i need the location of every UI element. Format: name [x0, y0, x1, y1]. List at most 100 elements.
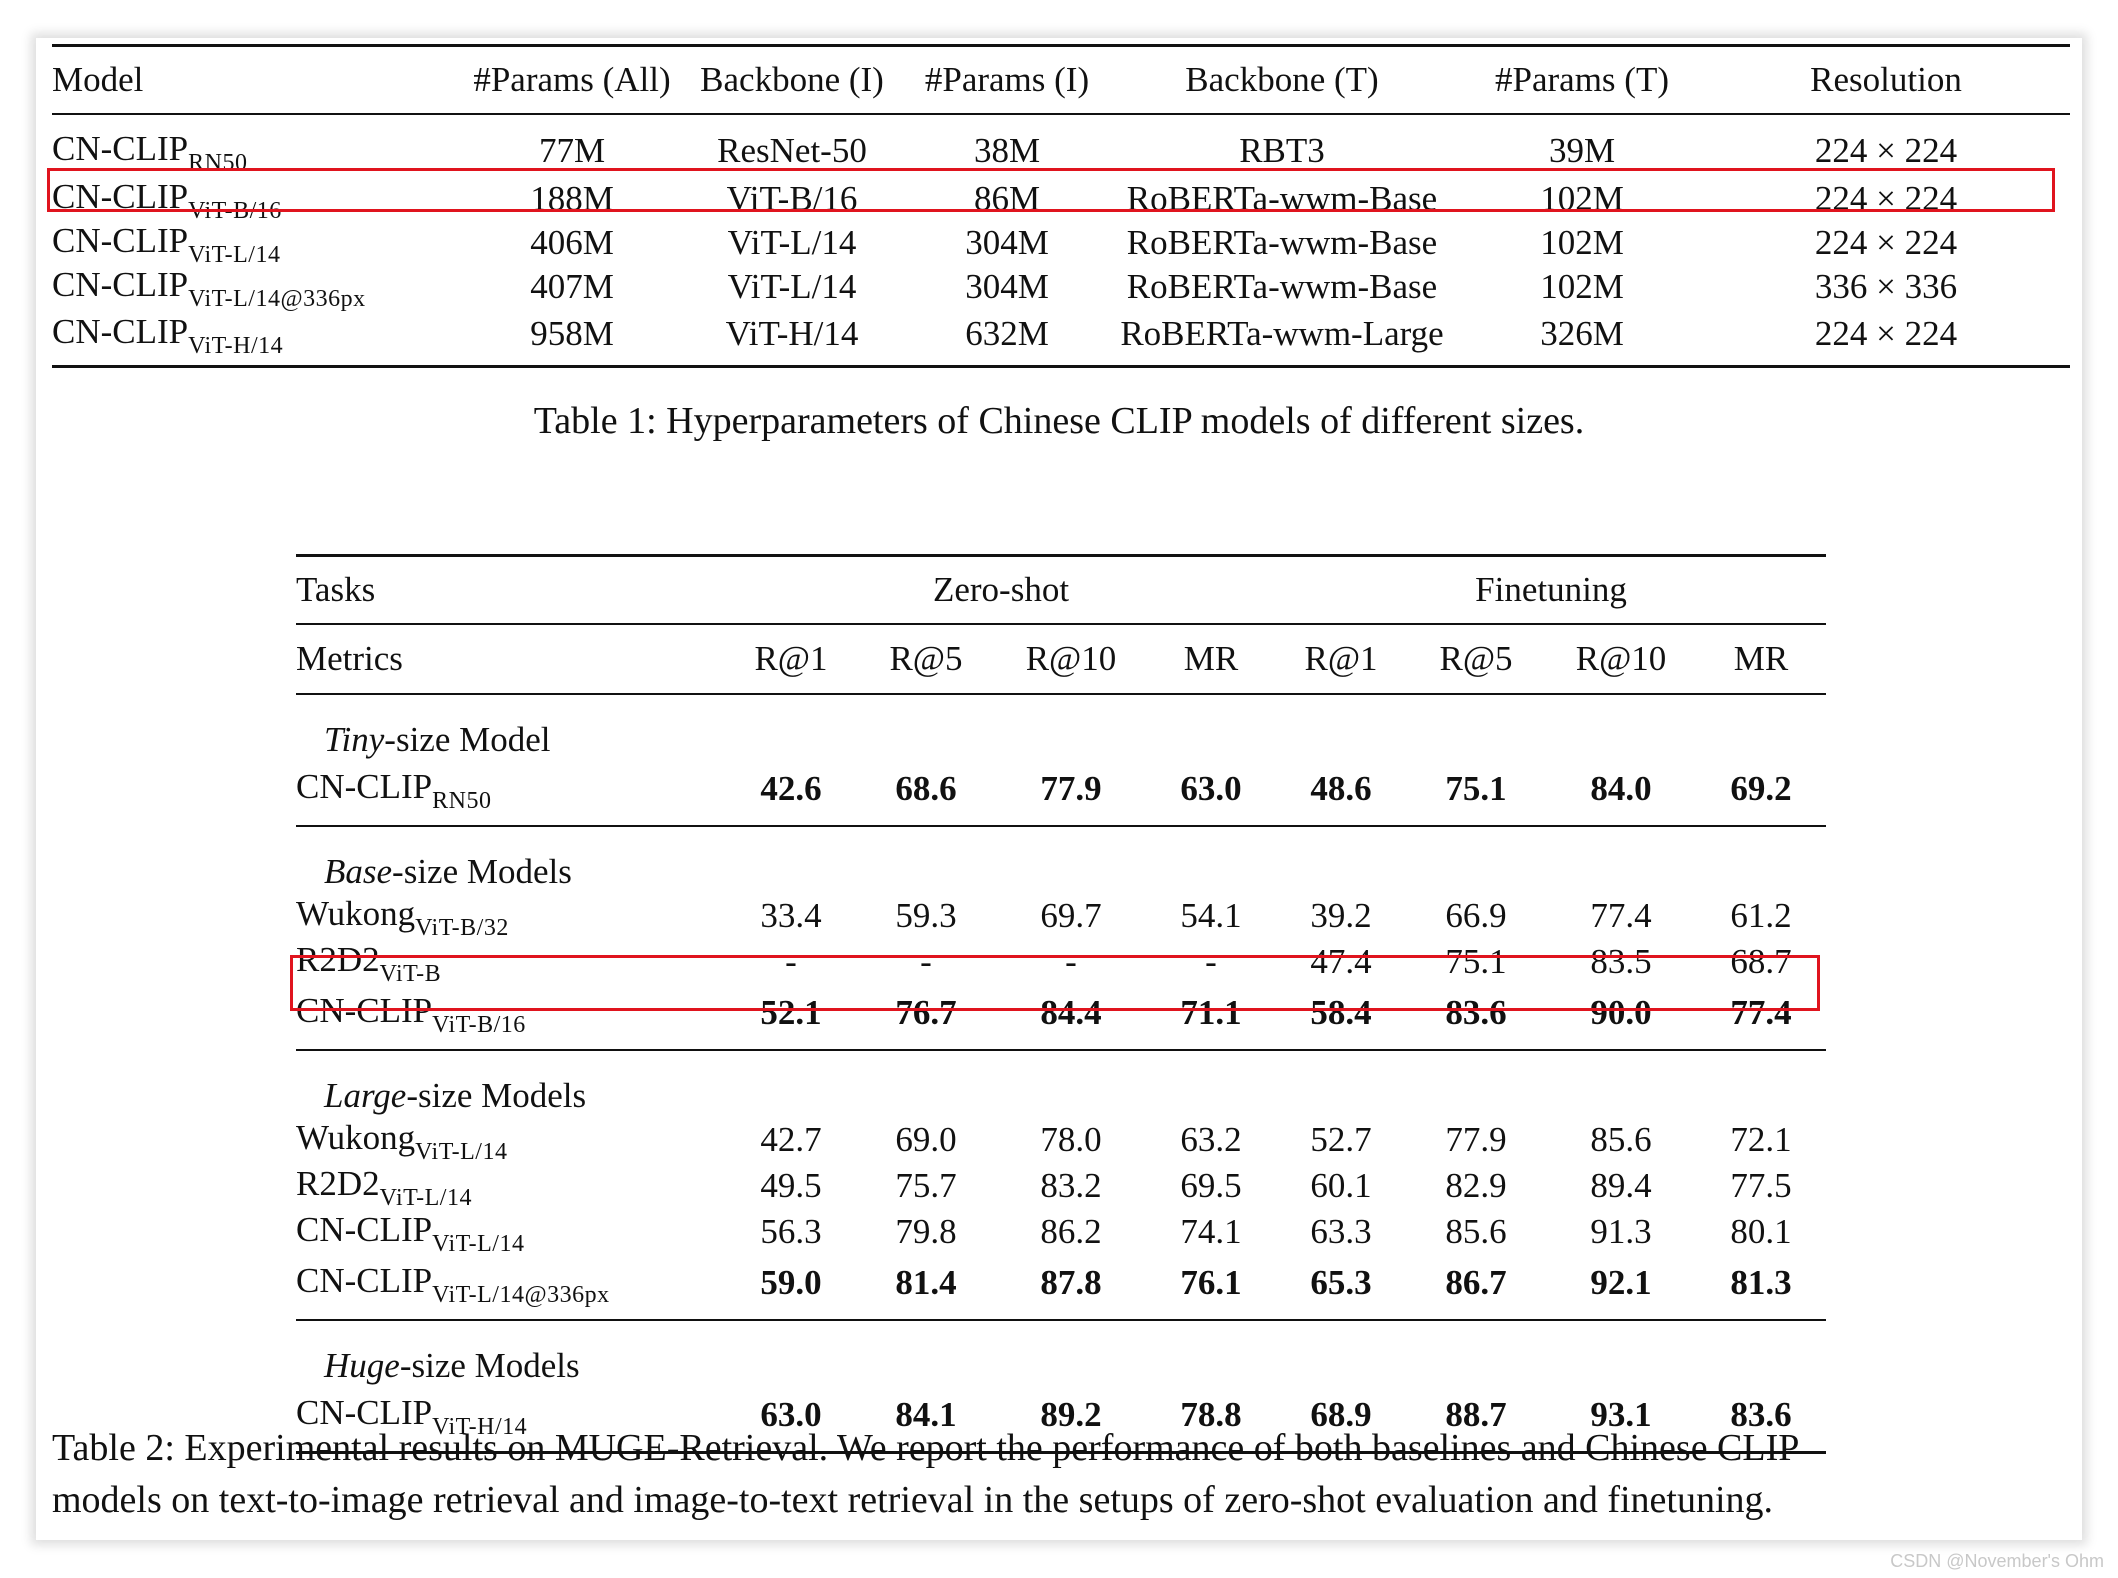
column-header: #Params (T) — [1462, 44, 1702, 115]
table-cell: 224 × 224 — [1702, 309, 2070, 368]
column-header: #Params (I) — [912, 44, 1102, 115]
table-cell: 93.1 — [1546, 1387, 1697, 1454]
metric-header: MR — [1696, 623, 1827, 695]
table-cell: 63.3 — [1310, 1212, 1372, 1251]
table-cell: 66.9 — [1445, 896, 1507, 935]
table-cell: RoBERTa-wwm-Base — [1126, 223, 1438, 262]
table-cell: 60.1 — [1310, 1166, 1372, 1205]
table-cell: 68.9 — [1276, 1387, 1407, 1454]
model-name-cell: WukongViT-B/32 — [296, 894, 509, 941]
table-cell: 83.5 — [1590, 942, 1652, 981]
table-cell: RoBERTa-wwm-Large — [1102, 309, 1462, 368]
table-cell: 75.1 — [1406, 761, 1547, 827]
table-row: R2D2ViT-B - - - - 47.4 75.1 83.5 68.7 — [296, 939, 1826, 987]
table-cell: 59.0 — [726, 1255, 856, 1321]
group-label-large: Large-size Models — [324, 1076, 587, 1115]
table-cell: 188M — [530, 179, 614, 218]
table-cell: 90.0 — [1546, 985, 1697, 1051]
table-cell: 80.1 — [1730, 1212, 1792, 1251]
group-label-tiny: Tiny-size Model — [324, 720, 551, 759]
table-cell: 42.6 — [726, 761, 856, 827]
table-cell: 76.7 — [856, 985, 996, 1051]
table-cell: 85.6 — [1445, 1212, 1507, 1251]
table-cell: RoBERTa-wwm-Base — [1126, 267, 1438, 306]
table-cell: 83.2 — [1040, 1166, 1102, 1205]
table-cell: 81.3 — [1696, 1255, 1827, 1321]
table-cell: 632M — [912, 309, 1102, 368]
table-row: CN-CLIPViT-B/16 52.1 76.7 84.4 71.1 58.4… — [296, 985, 1827, 1051]
table-cell: 88.7 — [1406, 1387, 1547, 1454]
table-cell: 75.7 — [895, 1166, 957, 1205]
metric-header: R@1 — [726, 623, 856, 695]
watermark: CSDN @November's Ohm — [1890, 1551, 2104, 1571]
table-cell: 56.3 — [760, 1212, 822, 1251]
table-row: WukongViT-B/32 33.4 59.3 69.7 54.1 39.2 … — [296, 893, 1826, 941]
column-header: #Params (All) — [472, 44, 672, 115]
tasks-label: Tasks — [296, 554, 726, 624]
model-name-cell: CN-CLIPViT-L/14@336px — [52, 265, 366, 312]
table-cell: 102M — [1540, 179, 1624, 218]
table-row: WukongViT-L/14 42.7 69.0 78.0 63.2 52.7 … — [296, 1117, 1826, 1165]
model-name-cell: CN-CLIPRN50 — [52, 129, 248, 176]
column-header: Model — [52, 44, 472, 115]
table-cell: RBT3 — [1239, 131, 1325, 170]
table-cell: 65.3 — [1276, 1255, 1407, 1321]
model-name-cell: CN-CLIPRN50 — [296, 761, 726, 827]
table-cell: 72.1 — [1730, 1120, 1792, 1159]
column-header: Resolution — [1702, 44, 2070, 115]
table-row: CN-CLIPViT-L/14 56.3 79.8 86.2 74.1 63.3… — [296, 1209, 1826, 1257]
table-row: CN-CLIPViT-L/14@336px 407M ViT-L/14 304M… — [52, 265, 2070, 312]
table-cell: 54.1 — [1180, 896, 1242, 935]
zero-shot-header: Zero-shot — [726, 554, 1277, 624]
table-row: CN-CLIPRN50 42.6 68.6 77.9 63.0 48.6 75.… — [296, 761, 1827, 827]
group-label-huge: Huge-size Models — [324, 1346, 580, 1385]
table-cell: 52.1 — [726, 985, 856, 1051]
table-cell: 85.6 — [1590, 1120, 1652, 1159]
table-cell: 82.9 — [1445, 1166, 1507, 1205]
table-cell: 83.6 — [1406, 985, 1547, 1051]
table-cell: - — [920, 942, 932, 981]
table-cell: - — [1065, 942, 1077, 981]
metric-header: R@10 — [996, 623, 1146, 695]
tasks-header-row: Tasks Zero-shot Finetuning — [296, 554, 1827, 624]
table-cell: 75.1 — [1445, 942, 1507, 981]
table-row: CN-CLIPViT-B/16 188M ViT-B/16 86M RoBERT… — [52, 177, 2070, 224]
table-cell: 77.4 — [1590, 896, 1652, 935]
table-cell: 68.6 — [856, 761, 996, 827]
retrieval-results-table: Tasks Zero-shot Finetuning Metrics R@1 R… — [296, 554, 1827, 1454]
table-cell: 63.0 — [726, 1387, 856, 1454]
finetuning-header: Finetuning — [1276, 554, 1827, 624]
table-cell: 406M — [530, 223, 614, 262]
table-cell: - — [785, 942, 797, 981]
table-cell: 84.4 — [996, 985, 1146, 1051]
column-header: Backbone (I) — [672, 44, 912, 115]
table-cell: 79.8 — [895, 1212, 957, 1251]
table-cell: 336 × 336 — [1814, 267, 1958, 306]
table-cell: 33.4 — [760, 896, 822, 935]
table-cell: 63.0 — [1146, 761, 1277, 827]
table-cell: 78.0 — [1040, 1120, 1102, 1159]
table-cell: 326M — [1462, 309, 1702, 368]
table-cell: 84.0 — [1546, 761, 1697, 827]
hyperparameter-table: Model #Params (All) Backbone (I) #Params… — [52, 44, 2070, 368]
table-cell: ViT-H/14 — [672, 309, 912, 368]
table-cell: 92.1 — [1546, 1255, 1697, 1321]
model-name-cell: R2D2ViT-L/14 — [296, 1164, 472, 1211]
table-cell: 74.1 — [1180, 1212, 1242, 1251]
table-cell: RoBERTa-wwm-Base — [1126, 179, 1438, 218]
table-cell: 102M — [1540, 223, 1624, 262]
table-cell: 48.6 — [1276, 761, 1407, 827]
table-cell: 89.2 — [996, 1387, 1146, 1454]
metric-header: R@1 — [1276, 623, 1407, 695]
model-name-cell: CN-CLIPViT-H/14 — [52, 309, 472, 368]
metric-header: R@10 — [1546, 623, 1697, 695]
table-cell: ViT-L/14 — [727, 267, 857, 306]
table-cell: 224 × 224 — [1814, 131, 1958, 170]
table-row: CN-CLIPViT-H/14 63.0 84.1 89.2 78.8 68.9… — [296, 1387, 1827, 1454]
table-cell: ViT-B/16 — [726, 179, 858, 218]
table-cell: 69.5 — [1180, 1166, 1242, 1205]
table-cell: 38M — [973, 131, 1041, 170]
table-cell: 77.5 — [1730, 1166, 1792, 1205]
model-name-cell: CN-CLIPViT-L/14@336px — [296, 1255, 726, 1321]
table-cell: 59.3 — [895, 896, 957, 935]
